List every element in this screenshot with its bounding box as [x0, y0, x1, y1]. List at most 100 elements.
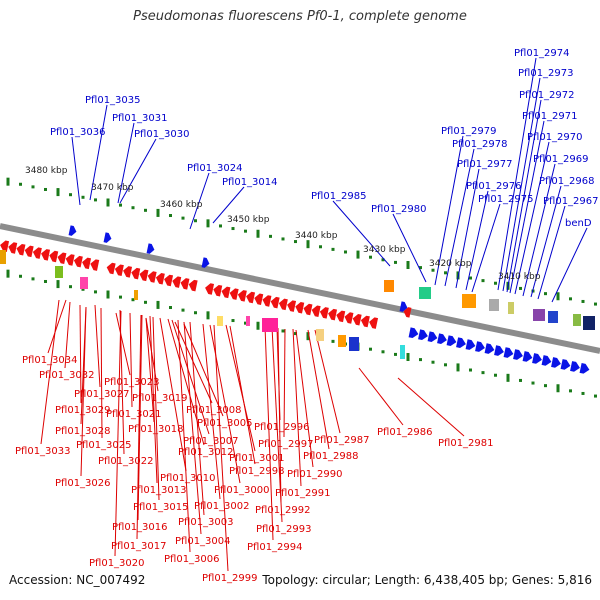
reverse-gene-arrow: [221, 286, 231, 299]
reverse-gene-arrow: [131, 267, 141, 280]
functional-category-box: [573, 314, 581, 326]
forward-gene-label: Pfl01_2985: [311, 191, 367, 202]
scale-tick-lower: [131, 298, 135, 302]
functional-category-box: [548, 311, 558, 323]
scale-tick-lower: [256, 321, 260, 330]
scale-tick-upper: [494, 281, 497, 285]
forward-label-leader: [434, 135, 464, 286]
scale-tick-lower: [181, 308, 185, 312]
reverse-gene-arrow: [311, 305, 321, 317]
scale-tick-upper: [219, 224, 222, 228]
reverse-gene-arrow: [114, 264, 124, 276]
reverse-gene-arrow: [205, 283, 215, 295]
reverse-label-leader: [64, 301, 71, 369]
scale-tick-lower: [169, 306, 172, 310]
forward-gene-arrow: [103, 232, 112, 243]
scale-tick-upper: [556, 292, 560, 301]
reverse-gene-arrow: [164, 274, 174, 287]
reverse-gene-label: Pfl01_3004: [175, 536, 231, 547]
scale-tick-upper: [306, 240, 310, 249]
scale-tick-upper: [444, 271, 447, 275]
reverse-label-leader: [167, 318, 205, 446]
reverse-gene-label: Pfl01_3010: [160, 473, 216, 484]
reverse-gene-label: Pfl01_2999: [202, 573, 258, 584]
reverse-gene-arrow: [49, 250, 59, 263]
scale-tick-upper: [331, 247, 335, 251]
scale-tick-upper: [581, 299, 585, 303]
reverse-gene-label: Pfl01_3023: [104, 377, 160, 388]
functional-category-box: [489, 299, 499, 311]
forward-label-leader: [212, 186, 245, 224]
forward-gene-label: Pfl01_2972: [519, 90, 575, 101]
forward-gene-arrow: [437, 333, 447, 344]
forward-label-leader: [332, 200, 391, 267]
forward-label-leader: [455, 168, 480, 289]
reverse-gene-arrow: [180, 278, 190, 290]
forward-gene-label: Pfl01_2974: [514, 48, 570, 59]
reverse-gene-label: Pfl01_3027: [74, 389, 130, 400]
reverse-label-leader: [358, 367, 404, 426]
scale-tick-lower: [144, 300, 147, 304]
scale-tick-upper: [431, 268, 435, 272]
scale-tick-upper: [381, 258, 385, 262]
reverse-gene-arrow: [139, 269, 149, 282]
forward-gene-arrow: [456, 337, 466, 348]
reverse-gene-arrow: [303, 303, 313, 316]
forward-label-leader: [497, 57, 537, 291]
scale-tick-lower: [419, 358, 422, 362]
scale-tick-upper: [244, 229, 247, 233]
genome-backbone: [0, 223, 600, 354]
reverse-gene-label: Pfl01_3028: [55, 426, 111, 437]
reverse-gene-arrow: [82, 257, 92, 270]
scale-tick-upper: [356, 250, 360, 259]
reverse-label-leader: [225, 324, 256, 452]
scale-tick-lower: [56, 280, 60, 289]
scale-label: 3460 kbp: [160, 200, 203, 210]
reverse-label-leader: [137, 314, 143, 521]
scale-tick-lower: [81, 287, 85, 291]
scale-tick-lower: [94, 290, 97, 294]
scale-label: 3450 kbp: [227, 215, 270, 225]
reverse-label-leader: [183, 321, 202, 535]
reverse-gene-arrow: [213, 284, 223, 297]
reverse-label-leader: [174, 321, 213, 404]
reverse-label-leader: [100, 307, 103, 439]
scale-tick-upper: [194, 219, 197, 223]
scale-label: 3440 kbp: [295, 231, 338, 241]
forward-label-leader: [392, 213, 427, 283]
reverse-gene-arrow: [65, 254, 75, 266]
scale-tick-lower: [19, 274, 22, 278]
scale-tick-lower: [506, 373, 510, 382]
reverse-gene-label: Pfl01_2998: [229, 466, 285, 477]
reverse-gene-label: Pfl01_3029: [55, 405, 111, 416]
reverse-label-leader: [295, 329, 314, 468]
scale-tick-upper: [94, 198, 97, 202]
scale-tick-upper: [281, 237, 285, 241]
scale-tick-lower: [294, 332, 297, 336]
reverse-gene-arrow: [287, 300, 297, 312]
forward-label-leader: [506, 99, 542, 293]
forward-gene-label: Pfl01_2979: [441, 126, 497, 137]
scale-tick-upper: [294, 240, 297, 244]
scale-tick-upper: [181, 216, 185, 220]
forward-gene-arrow: [494, 345, 504, 356]
reverse-gene-arrow: [369, 317, 379, 329]
reverse-label-leader: [277, 327, 282, 504]
reverse-gene-label: Pfl01_3022: [98, 456, 154, 467]
scale-tick-lower: [306, 332, 310, 341]
reverse-label-leader: [397, 377, 465, 437]
forward-gene-arrow: [427, 331, 438, 343]
functional-category-box: [349, 337, 359, 351]
reverse-gene-arrow: [352, 313, 362, 326]
scale-tick-lower: [231, 319, 235, 323]
reverse-gene-arrow: [90, 259, 100, 271]
scale-tick-upper: [344, 250, 347, 254]
scale-tick-upper: [469, 276, 472, 280]
forward-gene-arrow: [201, 257, 210, 268]
forward-label-leader: [537, 205, 566, 300]
scale-tick-lower: [431, 360, 435, 364]
forward-gene-arrow: [465, 339, 476, 350]
scale-tick-lower: [394, 352, 397, 356]
scale-tick-upper: [56, 188, 60, 197]
scale-tick-upper: [569, 297, 572, 301]
